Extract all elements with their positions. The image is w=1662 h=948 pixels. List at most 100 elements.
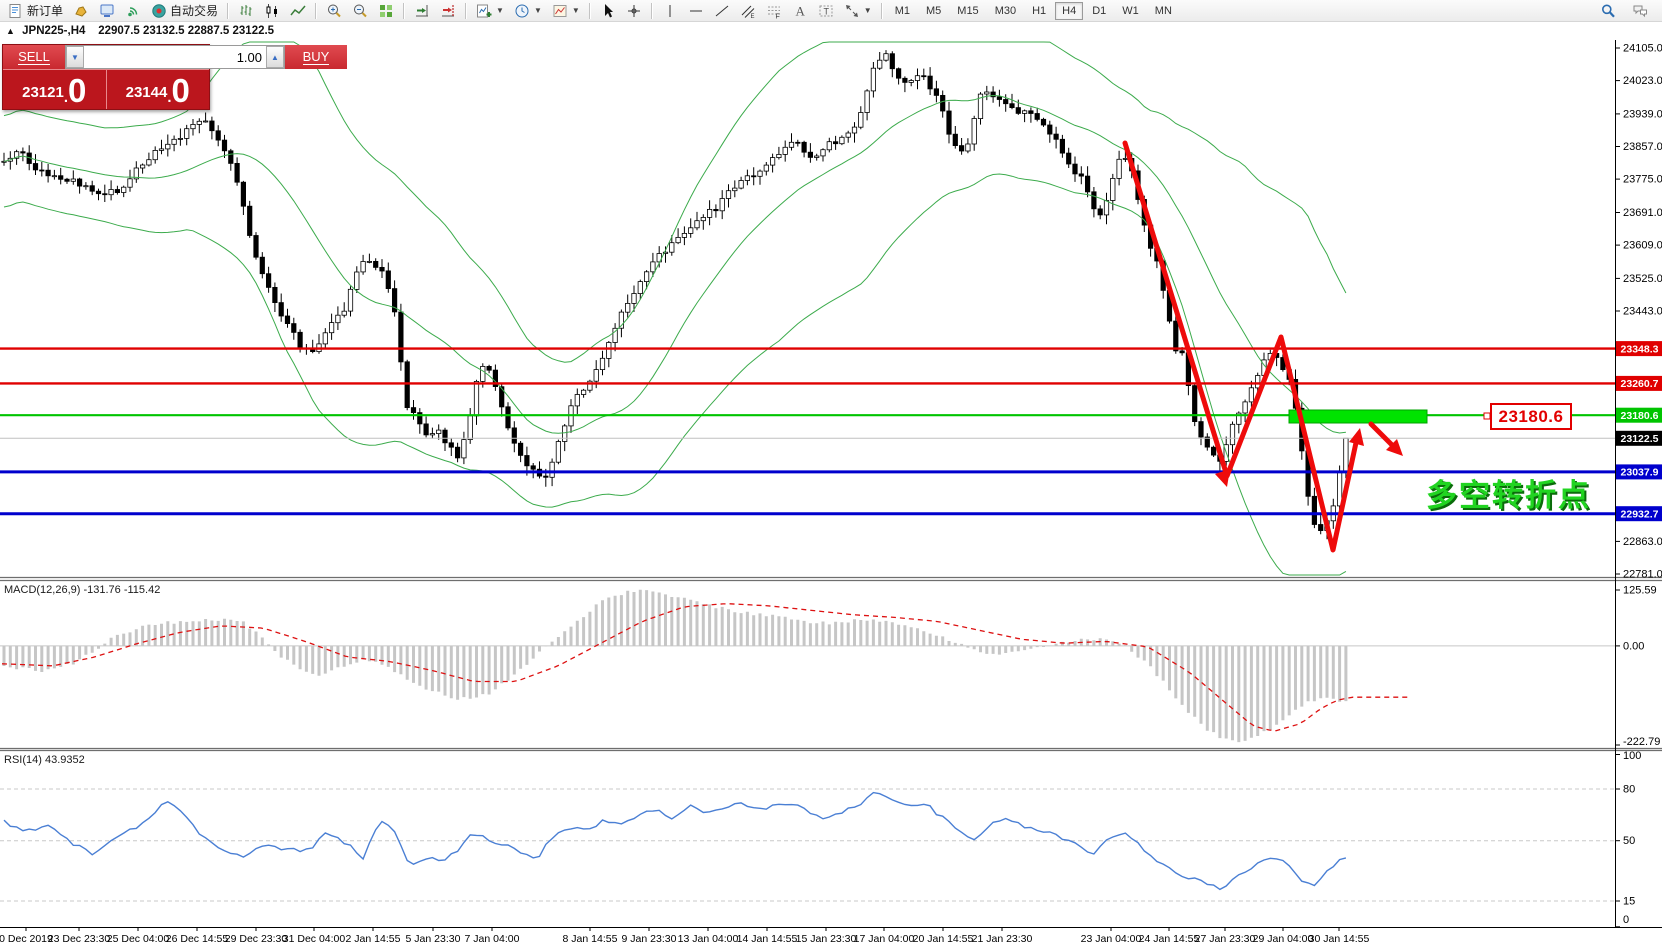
chart-shift-button[interactable]	[436, 0, 460, 22]
autotrade-button[interactable]: 自动交易	[147, 0, 222, 22]
svg-text:24105.0: 24105.0	[1623, 43, 1662, 55]
chart-background	[0, 22, 1662, 948]
gold-button[interactable]	[69, 0, 93, 22]
templates-button[interactable]: ▼	[548, 0, 584, 22]
rsi-indicator-label: RSI(14) 43.9352	[4, 754, 85, 766]
search-button[interactable]	[1596, 0, 1620, 22]
timeframe-mn-button[interactable]: MN	[1154, 4, 1172, 17]
toolbar-group-chart-type	[234, 0, 310, 22]
hline-button[interactable]	[684, 0, 708, 22]
svg-text:23609.0: 23609.0	[1623, 240, 1662, 252]
candlestick-button[interactable]	[260, 0, 284, 22]
volume-stepper: ▼ ▲	[65, 45, 285, 69]
periods-icon	[515, 4, 529, 17]
zoom-out-icon	[354, 4, 367, 17]
svg-text:21 Jan 23:30: 21 Jan 23:30	[972, 933, 1033, 945]
signals-icon	[128, 6, 138, 16]
text-button[interactable]: A	[788, 0, 812, 22]
timeframe-m15-button[interactable]: M15	[957, 4, 979, 17]
svg-text:24023.0: 24023.0	[1623, 75, 1662, 87]
svg-text:F: F	[775, 13, 779, 19]
buy-button[interactable]: BUY	[285, 45, 347, 69]
svg-text:100: 100	[1623, 750, 1641, 762]
signals-button[interactable]	[121, 0, 145, 22]
timeframe-w1-button[interactable]: W1	[1122, 4, 1139, 17]
svg-text:23122.5: 23122.5	[1621, 433, 1659, 445]
new-order-button[interactable]: 新订单	[4, 0, 67, 22]
periods-button[interactable]: ▼	[510, 0, 546, 22]
rsi-pane: 100 80 50 15 0	[0, 750, 1641, 928]
bollinger-middle	[3, 94, 1346, 434]
new-order-icon	[9, 3, 21, 18]
price-axis[interactable]: 24105.0 24023.0 23939.0 23857.0 23775.0 23691…	[1615, 43, 1662, 581]
sell-button[interactable]: SELL	[3, 45, 65, 69]
timeframe-m1-button[interactable]: M1	[894, 4, 910, 17]
svg-text:22932.7: 22932.7	[1621, 509, 1659, 521]
svg-text:17 Jan 04:00: 17 Jan 04:00	[854, 933, 915, 945]
zoom-in-icon	[328, 4, 341, 17]
toolbar-group-scroll	[410, 0, 460, 22]
auto-scroll-button[interactable]	[410, 0, 434, 22]
svg-text:50: 50	[1623, 835, 1635, 847]
timeframe-h1-button[interactable]: H1	[1032, 4, 1047, 17]
buy-price[interactable]: 23144. 0	[125, 72, 190, 109]
timeframe-m30-button[interactable]: M30	[994, 4, 1017, 17]
chevron-down-icon: ▼	[496, 6, 504, 15]
bar-chart-button[interactable]	[234, 0, 258, 22]
line-chart-icon	[290, 5, 306, 15]
terminal-button[interactable]	[95, 0, 119, 22]
trendline-icon	[715, 5, 729, 16]
tick-up-icon: ▲	[6, 26, 15, 36]
turning-point-annotation[interactable]: 多空转折点	[1426, 478, 1591, 513]
volume-decrease-button[interactable]: ▼	[66, 46, 84, 68]
chevron-down-icon: ▼	[533, 6, 542, 15]
timeframe-h4-button[interactable]: H4	[1055, 1, 1084, 20]
svg-text:29 Jan 04:00: 29 Jan 04:00	[1253, 933, 1314, 945]
svg-text:20 Jan 14:55: 20 Jan 14:55	[913, 933, 974, 945]
rsi-line	[3, 791, 1347, 891]
fibonacci-button[interactable]: F	[762, 0, 786, 22]
vline-button[interactable]	[658, 0, 682, 22]
svg-text:125.59: 125.59	[1623, 585, 1657, 597]
svg-text:23348.3: 23348.3	[1621, 343, 1659, 355]
timeframe-m5-button[interactable]: M5	[926, 4, 942, 17]
trend-arrow-drawing[interactable]	[1122, 140, 1403, 553]
svg-text:23443.0: 23443.0	[1623, 306, 1662, 318]
new-chart-button[interactable]: ▼	[472, 0, 508, 22]
toolbar-right	[1596, 0, 1662, 22]
toolbar-group-zoom	[322, 0, 398, 22]
cursor-button[interactable]	[596, 0, 620, 22]
svg-text:22863.0: 22863.0	[1623, 536, 1662, 548]
tile-windows-icon	[380, 4, 393, 17]
text-icon: A	[795, 3, 805, 18]
crosshair-button[interactable]	[622, 0, 646, 22]
arrows-button[interactable]: ▼	[840, 0, 876, 22]
label-button[interactable]: T	[814, 0, 838, 22]
volume-input[interactable]	[84, 46, 266, 68]
toolbar-separator	[403, 2, 406, 19]
line-chart-button[interactable]	[286, 0, 310, 22]
sell-price[interactable]: 23121. 0	[3, 70, 107, 109]
timeframe-d1-button[interactable]: D1	[1092, 4, 1107, 17]
support-zone-rect[interactable]	[1288, 409, 1428, 424]
channel-button[interactable]: E	[736, 0, 760, 22]
chat-button[interactable]	[1628, 0, 1652, 22]
trendline-button[interactable]	[710, 0, 734, 22]
zoom-out-button[interactable]	[348, 0, 372, 22]
zoom-in-button[interactable]	[322, 0, 346, 22]
svg-text:26 Dec 14:55: 26 Dec 14:55	[166, 933, 229, 945]
price-label-box[interactable]: 23180.6	[1490, 403, 1572, 430]
volume-increase-button[interactable]: ▲	[266, 46, 284, 68]
toolbar-group-cursor	[596, 0, 646, 22]
templates-icon	[553, 4, 567, 17]
svg-text:5 Jan 23:30: 5 Jan 23:30	[406, 933, 461, 945]
auto-scroll-icon	[416, 4, 429, 16]
terminal-icon	[100, 4, 114, 17]
tile-windows-button[interactable]	[374, 0, 398, 22]
arrows-icon	[845, 4, 858, 17]
chat-icon	[1633, 5, 1647, 17]
svg-text:15 Jan 23:30: 15 Jan 23:30	[796, 933, 857, 945]
hline-icon	[689, 10, 702, 11]
